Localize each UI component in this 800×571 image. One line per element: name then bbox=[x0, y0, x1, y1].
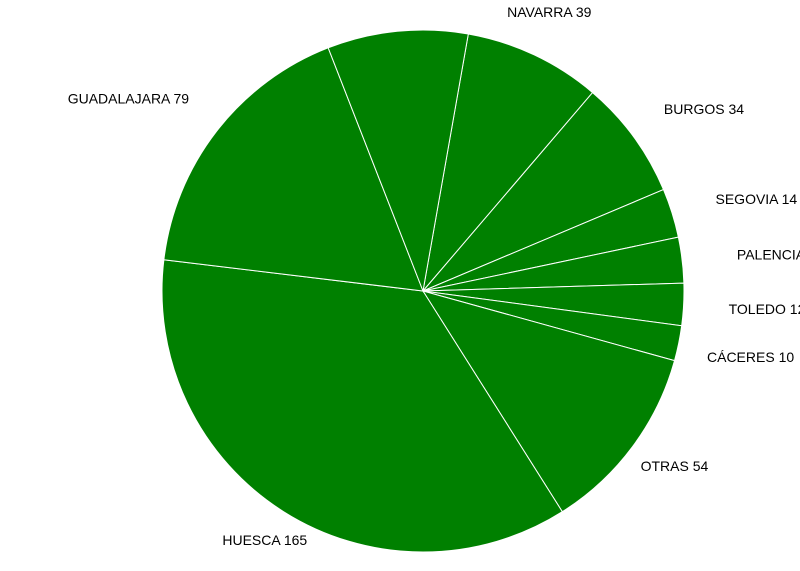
slice-label-burgos: BURGOS 34 bbox=[664, 101, 744, 117]
slice-label-cáceres: CÁCERES 10 bbox=[707, 349, 794, 365]
pie-slice-burgos bbox=[422, 91, 665, 292]
pie-slice-madrid bbox=[327, 29, 469, 293]
pie-slice-huesca bbox=[161, 259, 564, 553]
slice-label-navarra: NAVARRA 39 bbox=[507, 4, 592, 20]
pie-slice-navarra bbox=[422, 33, 594, 293]
pie-slice-otras bbox=[421, 290, 676, 513]
slice-label-toledo: TOLEDO 12 bbox=[729, 301, 800, 317]
slice-label-palencia: PALENCIA 13 bbox=[737, 247, 800, 263]
slice-label-huesca: HUESCA 165 bbox=[222, 532, 307, 548]
slice-label-guadalajara: GUADALAJARA 79 bbox=[68, 90, 190, 106]
slice-label-segovia: SEGOVIA 14 bbox=[716, 191, 798, 207]
pie-slices bbox=[161, 29, 685, 553]
slice-label-otras: OTRAS 54 bbox=[641, 458, 709, 474]
pie-labels: NAVARRA 39 BURGOS 34 SEGOVIA 14 PALENCIA 13… bbox=[68, 4, 800, 548]
pie-slice-guadalajara bbox=[163, 47, 424, 292]
